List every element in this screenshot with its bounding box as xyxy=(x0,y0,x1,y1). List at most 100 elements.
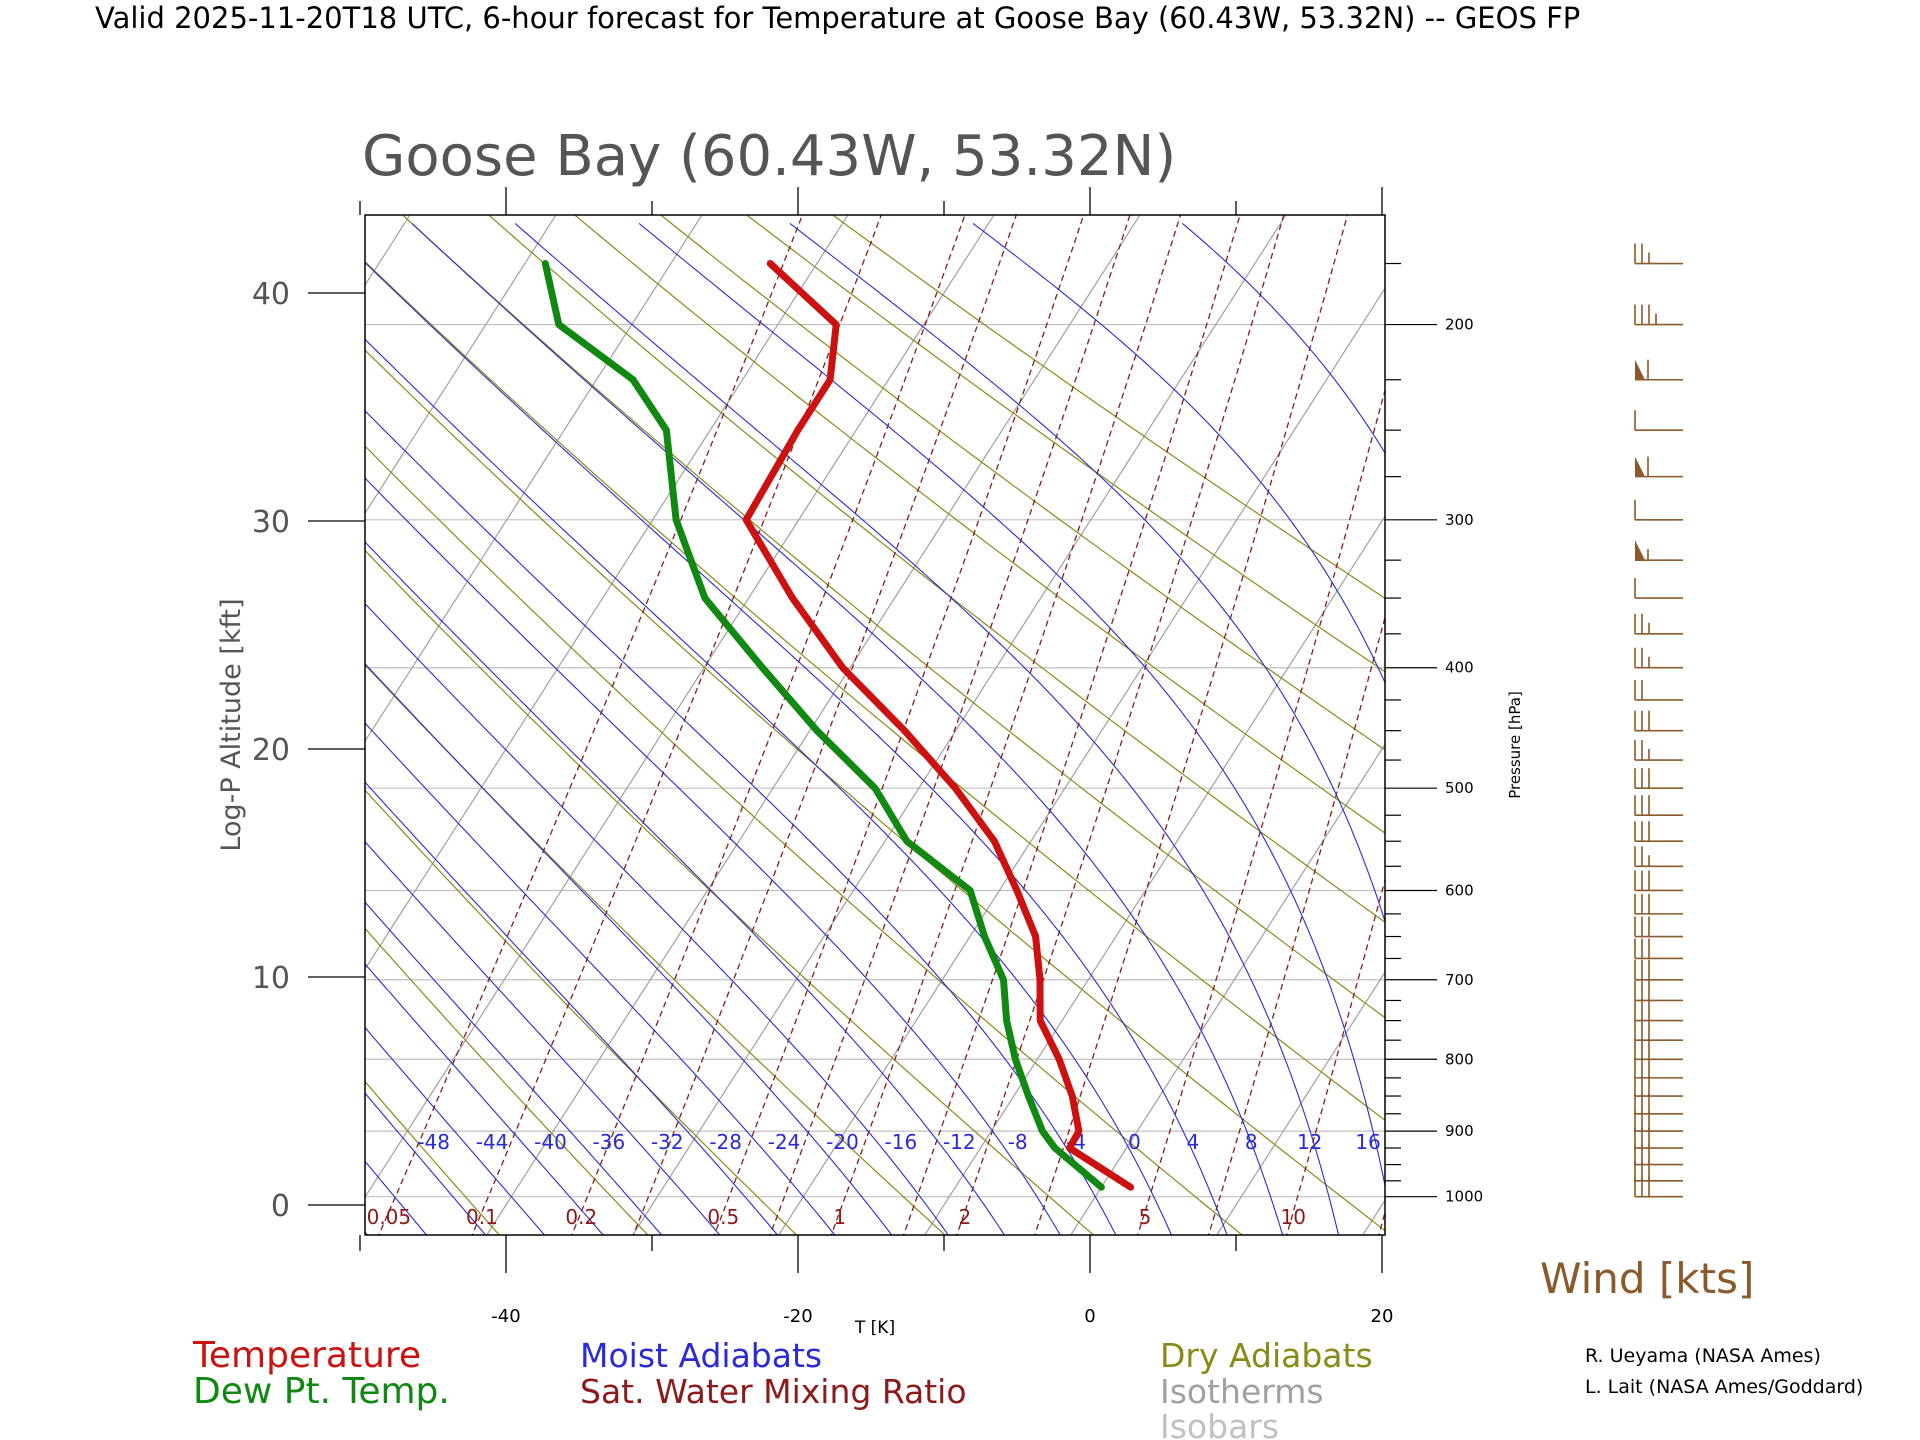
moist-adiabat-line xyxy=(365,602,949,1235)
wind-barb xyxy=(1634,768,1683,789)
legend-dry-adiabats: Dry Adiabats xyxy=(1160,1336,1373,1375)
y-tick-label: 10 xyxy=(252,961,290,996)
moist-adiabat-label: -40 xyxy=(534,1130,567,1154)
wind-barb xyxy=(1634,613,1683,635)
dry-adiabat-line xyxy=(745,215,1385,673)
moist-adiabat-line xyxy=(365,781,779,1235)
mixing-ratio-label: 0.5 xyxy=(707,1205,739,1229)
mixing-ratio-line xyxy=(902,215,1241,1235)
x-tick-label: 0 xyxy=(1084,1306,1095,1327)
wind-barb xyxy=(1634,938,1683,960)
wind-barb xyxy=(1635,456,1683,478)
mixing-ratio-label: 2 xyxy=(958,1205,971,1229)
mixing-ratio-label: 0.05 xyxy=(367,1205,412,1229)
mixing-ratio-line xyxy=(830,215,1182,1235)
wind-barb xyxy=(1634,980,1683,1002)
dry-adiabat-line xyxy=(365,549,1095,1235)
wind-barb xyxy=(1634,1111,1683,1132)
moist-adiabat-line xyxy=(1548,223,1680,1245)
moist-adiabat-line xyxy=(365,1231,369,1235)
legend-isotherms: Isotherms xyxy=(1160,1372,1324,1411)
valid-title: Valid 2025-11-20T18 UTC, 6-hour forecast… xyxy=(95,1,1580,35)
moist-adiabat-line xyxy=(365,963,604,1235)
wind-barb xyxy=(1634,1076,1683,1097)
x-tick-label: 20 xyxy=(1371,1306,1394,1327)
isotherm-line xyxy=(365,215,411,287)
moist-adiabat-line xyxy=(365,722,836,1235)
moist-adiabat-line xyxy=(365,261,1228,1235)
moist-adiabat-label: 12 xyxy=(1297,1130,1322,1154)
wind-barb xyxy=(1634,870,1683,892)
wind-barb xyxy=(1634,916,1683,938)
y-tick-label: 30 xyxy=(252,505,290,540)
wind-barb xyxy=(1634,679,1683,701)
moist-adiabat-label: 16 xyxy=(1355,1130,1380,1154)
wind-barb xyxy=(1634,1000,1683,1022)
isotherm-line xyxy=(365,215,557,515)
mixing-ratio-label: 0.2 xyxy=(565,1205,597,1229)
wind-barb xyxy=(1634,1039,1683,1061)
legend: Temperature Dew Pt. Temp. Moist Adiabats… xyxy=(192,1335,1373,1440)
plot-series xyxy=(541,260,1135,1191)
pressure-tick-label: 1000 xyxy=(1445,1188,1483,1206)
isotherm-line xyxy=(365,215,995,1199)
legend-mixing-ratio: Sat. Water Mixing Ratio xyxy=(580,1372,967,1411)
legend-moist-adiabats: Moist Adiabats xyxy=(580,1336,822,1375)
isotherm-line xyxy=(778,287,1385,1235)
moist-adiabat-label: -24 xyxy=(768,1130,801,1154)
credit-line-2: L. Lait (NASA Ames/Goddard) xyxy=(1585,1376,1863,1398)
moist-adiabat-line xyxy=(365,840,721,1235)
mixing-ratio-label: 1 xyxy=(833,1205,846,1229)
isotherm-line xyxy=(486,215,1141,1235)
moist-adiabat-line xyxy=(365,662,893,1235)
dry-adiabat-line xyxy=(659,215,1385,751)
isotherm-line xyxy=(1652,190,1920,1239)
moist-adiabat-label: -48 xyxy=(417,1130,450,1154)
wind-barb xyxy=(1634,710,1683,732)
wind-barb xyxy=(1634,499,1683,521)
station-title: Goose Bay (60.43W, 53.32N) xyxy=(362,124,1176,189)
dewpoint-trace xyxy=(541,260,1105,1191)
isotherm-line xyxy=(1216,971,1385,1235)
mixing-ratio-line xyxy=(713,215,1085,1235)
wind-barb xyxy=(1634,647,1683,669)
y-tick-label: 40 xyxy=(252,277,290,312)
wind-barb xyxy=(1634,821,1683,843)
pressure-axis-label: Pressure [hPa] xyxy=(1506,691,1524,799)
wind-barb-pennant xyxy=(1635,540,1645,561)
pressure-tick-label: 300 xyxy=(1445,511,1474,529)
dry-adiabat-line xyxy=(573,215,1385,834)
mixing-ratio-line xyxy=(1207,615,1385,1235)
pressure-tick-label: 500 xyxy=(1445,779,1474,797)
pressure-tick-label: 400 xyxy=(1445,659,1474,677)
wind-barb xyxy=(1634,1093,1683,1115)
moist-adiabat-label: 4 xyxy=(1187,1130,1200,1154)
wind-barb xyxy=(1634,578,1683,599)
moist-adiabat-line xyxy=(972,222,1385,685)
temperature-trace xyxy=(742,260,1135,1191)
mixing-ratio-line xyxy=(1286,877,1385,1235)
isotherm-line xyxy=(924,515,1385,1235)
isotherm-line xyxy=(365,215,703,743)
wind-barb-column xyxy=(1634,243,1683,1198)
isotherm-line xyxy=(632,215,1287,1235)
dry-adiabat-line xyxy=(0,190,354,1239)
pressure-tick-label: 200 xyxy=(1445,316,1474,334)
isotherm-line xyxy=(0,190,134,1239)
moist-adiabat-label: -44 xyxy=(476,1130,509,1154)
mixing-ratio-line xyxy=(1137,387,1385,1235)
dry-adiabat-line xyxy=(365,927,649,1235)
moist-adiabat-label: -36 xyxy=(593,1130,626,1154)
dry-adiabat-line xyxy=(365,789,798,1235)
wind-barb xyxy=(1634,1057,1683,1079)
mixing-ratio-line xyxy=(769,215,1131,1235)
isotherm-line xyxy=(1506,190,1920,1239)
wind-barb xyxy=(1635,540,1683,561)
mixing-ratio-label: 0.1 xyxy=(466,1205,498,1229)
dry-adiabat-line xyxy=(365,445,1244,1235)
mixing-ratio-label: 5 xyxy=(1139,1205,1152,1229)
wind-barb xyxy=(1634,1020,1683,1041)
dry-adiabat-line xyxy=(365,260,1385,1121)
wind-barb xyxy=(1635,359,1683,381)
mixing-ratio-line xyxy=(632,215,1017,1235)
